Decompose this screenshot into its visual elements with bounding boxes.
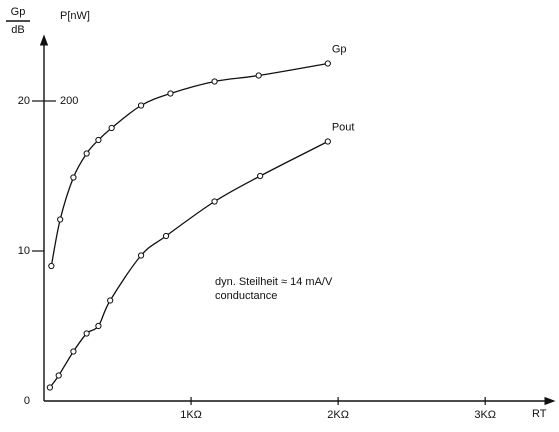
data-point	[95, 136, 102, 144]
data-point	[137, 252, 145, 259]
series-label: Gp	[332, 43, 347, 55]
data-point	[57, 216, 64, 223]
data-point	[211, 78, 218, 85]
y-tick-label: 20	[18, 95, 30, 107]
data-point	[167, 90, 174, 97]
data-point	[70, 348, 77, 355]
data-point	[108, 124, 115, 132]
data-point	[211, 198, 218, 205]
y-label: Gp	[11, 6, 26, 18]
y-tick-label: 0	[24, 395, 30, 407]
x-label: RT	[532, 408, 547, 420]
data-point	[48, 262, 55, 270]
data-point	[55, 372, 62, 379]
data-point	[257, 172, 264, 180]
data-point	[137, 102, 145, 109]
series-label: Pout	[332, 121, 355, 133]
x-tick-label: 3KΩ	[474, 409, 496, 421]
data-point	[83, 150, 90, 157]
annotation: dyn. Steilheit ≈ 14 mA/V	[215, 276, 333, 288]
y-label: dB	[11, 24, 24, 36]
data-point	[70, 174, 77, 181]
data-point	[162, 232, 170, 240]
data-point	[107, 297, 114, 304]
data-point	[324, 60, 331, 67]
annotation: conductance	[215, 290, 277, 302]
y-tick-label: 10	[18, 245, 30, 257]
series-line	[49, 140, 329, 388]
data-point	[95, 322, 102, 330]
data-point	[324, 138, 331, 145]
series-line	[50, 62, 328, 267]
x-tick-label: 2KΩ	[327, 409, 349, 421]
x-tick-label: 1KΩ	[180, 409, 202, 421]
data-point	[83, 330, 90, 337]
data-point	[255, 72, 262, 79]
y2-label: P[nW]	[60, 10, 90, 22]
data-point	[46, 384, 53, 391]
y2-tick-label: 200	[60, 95, 78, 107]
